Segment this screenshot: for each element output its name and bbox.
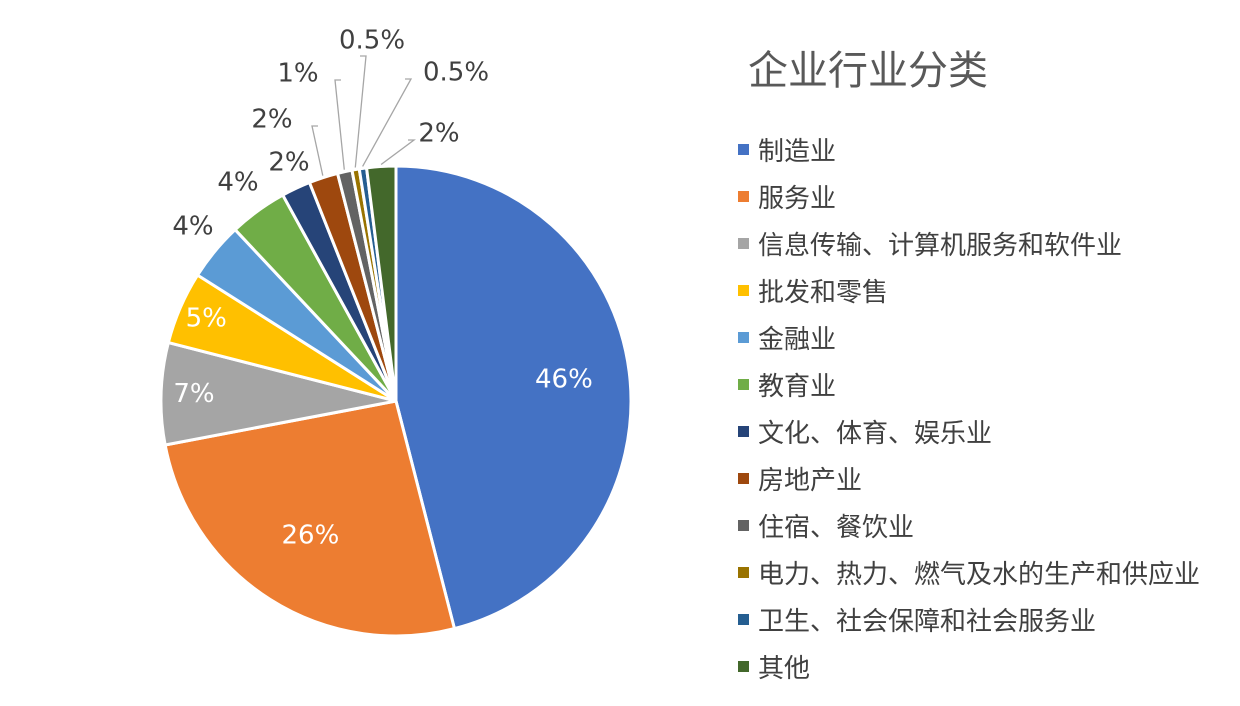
legend-swatch	[738, 567, 749, 578]
legend-label: 住宿、餐饮业	[758, 513, 915, 543]
legend-item: 金融业	[738, 314, 1200, 361]
legend-swatch	[738, 614, 749, 625]
legend-item: 住宿、餐饮业	[738, 502, 1200, 549]
data-label: 0.5%	[423, 58, 489, 88]
pie-slice	[159, 340, 397, 447]
legend-item: 卫生、社会保障和社会服务业	[738, 596, 1200, 643]
legend-item: 电力、热力、燃气及水的生产和供应业	[738, 549, 1200, 596]
legend-label: 制造业	[758, 137, 837, 167]
chart-title: 企业行业分类	[748, 48, 988, 94]
legend-item: 制造业	[738, 126, 1200, 173]
legend-swatch	[738, 473, 749, 484]
legend-swatch	[738, 144, 749, 155]
data-label: 0.5%	[339, 26, 405, 56]
leader-line	[362, 78, 413, 167]
legend-swatch	[738, 191, 749, 202]
legend-swatch	[738, 285, 749, 296]
legend-item: 批发和零售	[738, 267, 1200, 314]
legend-item: 服务业	[738, 173, 1200, 220]
pie-slice	[394, 164, 633, 631]
data-label: 4%	[172, 212, 213, 242]
legend-item: 房地产业	[738, 455, 1200, 502]
legend-item: 教育业	[738, 361, 1200, 408]
legend: 制造业 服务业 信息传输、计算机服务和软件业 批发和零售 金融业 教育业 文化、…	[738, 126, 1200, 690]
legend-label: 信息传输、计算机服务和软件业	[758, 231, 1123, 261]
data-label: 7%	[173, 379, 214, 409]
legend-item: 信息传输、计算机服务和软件业	[738, 220, 1200, 267]
legend-label: 服务业	[758, 184, 837, 214]
data-labels: 46% 26% 7% 5% 4%4% 2% 2% 1% 0.5% 0.5% 2%	[172, 26, 592, 551]
leader-line	[334, 79, 345, 170]
leader-lines	[311, 55, 416, 176]
legend-label: 文化、体育、娱乐业	[758, 419, 993, 449]
legend-label: 教育业	[758, 372, 837, 402]
pie-slice	[364, 164, 398, 402]
data-label: 2%	[268, 148, 309, 178]
data-label: 4%	[217, 168, 258, 198]
legend-item: 文化、体育、娱乐业	[738, 408, 1200, 455]
legend-label: 金融业	[758, 325, 837, 355]
data-label: 1%	[277, 59, 318, 89]
legend-swatch	[738, 426, 749, 437]
data-label: 2%	[418, 119, 459, 149]
legend-swatch	[738, 379, 749, 390]
legend-swatch	[738, 520, 749, 531]
legend-label: 批发和零售	[758, 278, 889, 308]
data-label: 46%	[535, 364, 593, 394]
data-label: 2%	[251, 105, 292, 135]
legend-label: 电力、热力、燃气及水的生产和供应业	[758, 560, 1201, 590]
legend-label: 卫生、社会保障和社会服务业	[758, 607, 1097, 637]
legend-label: 其他	[758, 654, 811, 684]
legend-swatch	[738, 332, 749, 343]
legend-label: 房地产业	[758, 466, 863, 496]
data-label: 5%	[186, 303, 227, 333]
pie-slice	[163, 399, 457, 638]
leader-line	[311, 125, 324, 176]
leader-line	[380, 139, 416, 166]
data-label: 26%	[282, 520, 340, 550]
legend-swatch	[738, 661, 749, 672]
legend-swatch	[738, 238, 749, 249]
legend-item: 其他	[738, 643, 1200, 690]
pie-slices	[159, 164, 633, 638]
leader-line	[354, 55, 367, 168]
